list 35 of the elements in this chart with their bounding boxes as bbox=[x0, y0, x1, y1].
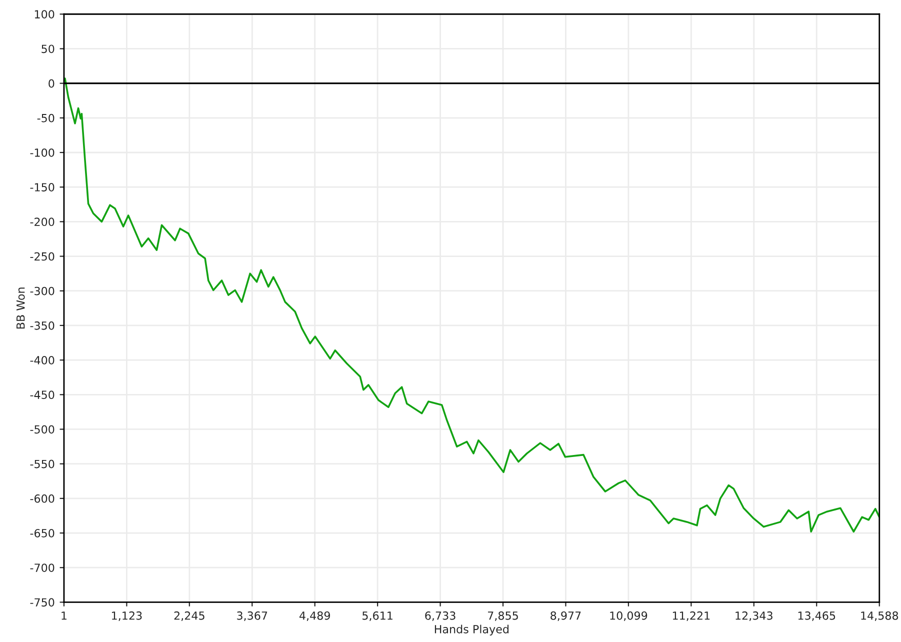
x-tick-label: 6,733 bbox=[425, 611, 456, 621]
x-tick-label: 1 bbox=[62, 612, 66, 620]
y-tick-label: -350 bbox=[30, 321, 54, 330]
line-series bbox=[64, 78, 880, 533]
y-tick-label: 0 bbox=[48, 79, 54, 88]
y-tick-label: -300 bbox=[30, 286, 54, 296]
x-axis-title: Hands Played bbox=[434, 624, 508, 636]
y-tick-label: -400 bbox=[30, 356, 54, 364]
x-tick-label: 7,855 bbox=[488, 611, 518, 621]
y-tick-label: -600 bbox=[30, 494, 54, 503]
x-tick-label: 4,489 bbox=[299, 611, 330, 621]
y-tick-label: -500 bbox=[30, 425, 54, 434]
x-tick-label: 13,465 bbox=[798, 611, 836, 621]
y-tick-label: 50 bbox=[42, 44, 54, 54]
x-tick-label: 2,245 bbox=[174, 611, 204, 621]
y-axis-title: BB Won bbox=[16, 288, 25, 329]
x-tick-label: 12,343 bbox=[736, 611, 772, 621]
y-tick-label: -150 bbox=[30, 183, 54, 192]
y-tick-label: -700 bbox=[30, 564, 54, 572]
x-tick-label: 8,977 bbox=[550, 611, 581, 621]
y-tick-label: -750 bbox=[30, 598, 54, 607]
y-tick-label: -550 bbox=[30, 460, 54, 468]
y-tick-label: -650 bbox=[30, 528, 54, 538]
y-tick-label: -100 bbox=[30, 148, 54, 157]
x-tick-label: 5,611 bbox=[362, 611, 392, 621]
x-tick-label: 10,099 bbox=[610, 611, 648, 621]
y-tick-label: 100 bbox=[34, 10, 54, 19]
y-tick-label: -250 bbox=[30, 252, 54, 261]
x-tick-label: 3,367 bbox=[237, 611, 268, 621]
y-tick-label: -200 bbox=[30, 218, 54, 226]
x-tick-label: 11,221 bbox=[672, 611, 710, 621]
x-tick-label: 1,123 bbox=[112, 611, 142, 621]
x-tick-label: 14,588 bbox=[861, 611, 898, 621]
y-tick-label: -50 bbox=[37, 114, 54, 122]
y-tick-label: -450 bbox=[30, 390, 54, 400]
